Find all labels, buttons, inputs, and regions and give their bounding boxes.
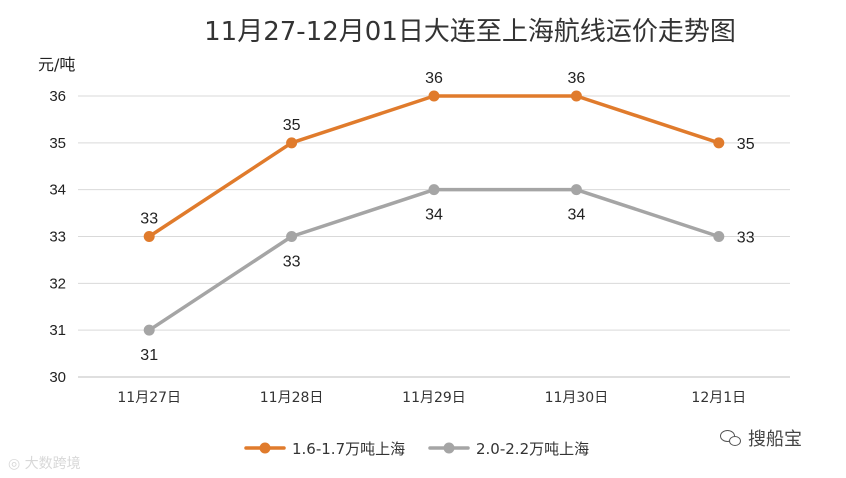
- data-point: [428, 184, 440, 196]
- legend-label: 2.0-2.2万吨上海: [476, 440, 589, 458]
- data-label: 34: [568, 207, 586, 224]
- y-tick-label: 30: [49, 369, 66, 386]
- watermark-right-text: 搜船宝: [748, 429, 802, 450]
- y-tick-label: 35: [49, 135, 66, 152]
- data-point: [570, 184, 582, 196]
- weibo-icon: ◎: [8, 456, 21, 472]
- x-tick-label: 12月1日: [691, 390, 746, 406]
- series-lines: [143, 90, 725, 336]
- wechat-icon: [720, 430, 742, 446]
- y-tick-label: 31: [49, 322, 66, 339]
- data-label: 34: [425, 207, 443, 224]
- data-labels: 33 35 36 36 35 31 33 34 34 33: [140, 70, 754, 364]
- legend-label: 1.6-1.7万吨上海: [292, 440, 405, 458]
- legend-marker: [259, 442, 271, 454]
- x-tick-label: 11月27日: [117, 390, 181, 406]
- watermark-right: 搜船宝: [720, 425, 802, 451]
- x-tick-label: 11月30日: [545, 390, 609, 406]
- data-label: 33: [283, 254, 301, 271]
- gridlines: [78, 95, 790, 378]
- data-label: 36: [568, 70, 586, 87]
- y-tick-label: 34: [49, 182, 66, 199]
- data-label: 35: [283, 117, 301, 134]
- data-label: 33: [140, 211, 158, 228]
- data-point: [713, 231, 725, 242]
- data-point: [143, 324, 155, 336]
- y-tick-label: 32: [49, 275, 66, 292]
- legend: 1.6-1.7万吨上海 2.0-2.2万吨上海: [244, 440, 589, 458]
- data-point: [286, 137, 298, 149]
- watermark-left-text: 大数跨境: [24, 456, 81, 472]
- x-tick-labels: 11月27日 11月28日 11月29日 11月30日 12月1日: [117, 390, 746, 406]
- y-tick-label: 36: [49, 88, 66, 105]
- data-point: [428, 90, 440, 102]
- y-axis-label: 元/吨: [38, 55, 75, 74]
- data-point: [570, 90, 582, 102]
- data-label: 31: [140, 347, 158, 364]
- chart-title: 11月27-12月01日大连至上海航线运价走势图: [204, 17, 736, 47]
- x-tick-label: 11月29日: [402, 390, 466, 406]
- data-label: 36: [425, 70, 443, 87]
- y-tick-labels: 30 31 32 33 34 35 36: [49, 88, 66, 386]
- data-point: [143, 231, 155, 242]
- legend-marker: [443, 442, 455, 454]
- x-tick-label: 11月28日: [260, 390, 324, 406]
- data-point: [286, 231, 298, 242]
- y-tick-label: 33: [49, 229, 66, 246]
- data-label: 35: [737, 136, 755, 153]
- data-point: [713, 137, 725, 149]
- watermark-left: ◎ 大数跨境: [8, 453, 81, 473]
- data-label: 33: [737, 230, 755, 247]
